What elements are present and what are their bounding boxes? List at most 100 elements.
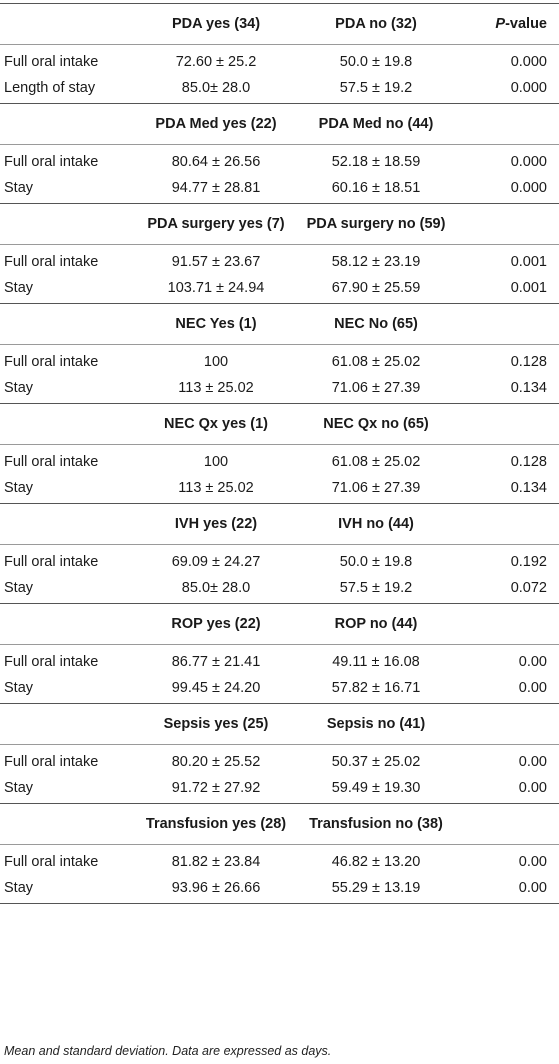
table-section: NEC Yes (1) NEC No (65) Full oral intake 10… xyxy=(0,304,559,404)
table-row: Full oral intake 80.20 ± 25.52 50.37 ± 25.… xyxy=(0,749,559,775)
table-row: Full oral intake 86.77 ± 21.41 49.11 ± 16.… xyxy=(0,649,559,675)
row-label: Full oral intake xyxy=(4,454,99,470)
header-divider xyxy=(0,144,559,145)
p-value: 0.134 xyxy=(510,380,547,396)
p-value: 0.000 xyxy=(510,80,547,96)
no-value: 58.12 ± 23.19 xyxy=(331,254,421,270)
group-no-header: PDA Med no (44) xyxy=(318,116,434,132)
group-no-header: PDA no (32) xyxy=(335,16,417,32)
table-row: Stay 113 ± 25.02 71.06 ± 27.39 0.134 xyxy=(0,375,559,401)
p-value: 0.000 xyxy=(510,54,547,70)
table-section: PDA surgery yes (7) PDA surgery no (59) Fu… xyxy=(0,204,559,304)
p-value-header-letter: P xyxy=(495,16,506,32)
section-data-block: Full oral intake 69.09 ± 24.27 50.0 ± 19.8… xyxy=(0,545,559,603)
yes-value: 99.45 ± 24.20 xyxy=(171,680,261,696)
no-value: 46.82 ± 13.20 xyxy=(331,854,421,870)
group-yes-header: PDA surgery yes (7) xyxy=(147,216,285,232)
table-section: IVH yes (22) IVH no (44) Full oral intake 6… xyxy=(0,504,559,604)
no-value: 57.82 ± 16.71 xyxy=(331,680,421,696)
row-label: Full oral intake xyxy=(4,654,99,670)
table-row: Full oral intake 91.57 ± 23.67 58.12 ± 23.… xyxy=(0,249,559,275)
section-data-block: Full oral intake 81.82 ± 23.84 46.82 ± 13.… xyxy=(0,845,559,903)
group-no-header: Transfusion no (38) xyxy=(309,816,443,832)
p-value-header: P-value xyxy=(456,11,559,37)
p-value: 0.00 xyxy=(518,780,547,796)
p-value: 0.001 xyxy=(510,254,547,270)
yes-value: 93.96 ± 26.66 xyxy=(171,880,261,896)
yes-value: 85.0± 28.0 xyxy=(181,80,251,96)
section-data-block: Full oral intake 80.20 ± 25.52 50.37 ± 25.… xyxy=(0,745,559,803)
table-row: Stay 94.77 ± 28.81 60.16 ± 18.51 0.000 xyxy=(0,175,559,201)
group-no-header: PDA surgery no (59) xyxy=(306,216,446,232)
yes-value: 100 xyxy=(203,454,229,470)
group-yes-header: PDA Med yes (22) xyxy=(155,116,277,132)
row-label: Stay xyxy=(4,380,34,396)
yes-value: 100 xyxy=(203,354,229,370)
table-row: Stay 113 ± 25.02 71.06 ± 27.39 0.134 xyxy=(0,475,559,501)
group-no-header: NEC No (65) xyxy=(334,316,418,332)
row-label: Stay xyxy=(4,680,34,696)
section-data-block: Full oral intake 86.77 ± 21.41 49.11 ± 16.… xyxy=(0,645,559,703)
no-value: 57.5 ± 19.2 xyxy=(339,580,413,596)
row-label: Full oral intake xyxy=(4,54,99,70)
row-label: Stay xyxy=(4,180,34,196)
section-data-block: Full oral intake 72.60 ± 25.2 50.0 ± 19.8 0… xyxy=(0,45,559,103)
table-row: Stay 103.71 ± 24.94 67.90 ± 25.59 0.001 xyxy=(0,275,559,301)
header-divider xyxy=(0,444,559,445)
section-header-row: Transfusion yes (28) Transfusion no (38) xyxy=(0,804,559,844)
results-table: PDA yes (34) PDA no (32) P-value Full oral … xyxy=(0,3,559,904)
row-label: Full oral intake xyxy=(4,354,99,370)
yes-value: 81.82 ± 23.84 xyxy=(171,854,261,870)
no-value: 52.18 ± 18.59 xyxy=(331,154,421,170)
section-data-block: Full oral intake 100 61.08 ± 25.02 0.128 Sta… xyxy=(0,445,559,503)
header-divider xyxy=(0,344,559,345)
group-no-header: NEC Qx no (65) xyxy=(323,416,429,432)
p-value: 0.001 xyxy=(510,280,547,296)
group-yes-header: NEC Qx yes (1) xyxy=(164,416,268,432)
p-value: 0.128 xyxy=(510,454,547,470)
yes-value: 69.09 ± 24.27 xyxy=(171,554,261,570)
table-section: Sepsis yes (25) Sepsis no (41) Full oral i… xyxy=(0,704,559,804)
table-footnote: Mean and standard deviation. Data are ex… xyxy=(4,1044,332,1058)
row-label: Full oral intake xyxy=(4,554,99,570)
group-yes-header: Transfusion yes (28) xyxy=(145,816,287,832)
group-yes-header: ROP yes (22) xyxy=(171,616,261,632)
section-header-row: PDA Med yes (22) PDA Med no (44) xyxy=(0,104,559,144)
table-row: Full oral intake 72.60 ± 25.2 50.0 ± 19.8 0… xyxy=(0,49,559,75)
p-value: 0.192 xyxy=(510,554,547,570)
section-header-row: IVH yes (22) IVH no (44) xyxy=(0,504,559,544)
no-value: 59.49 ± 19.30 xyxy=(331,780,421,796)
row-label: Stay xyxy=(4,780,34,796)
table-row: Full oral intake 69.09 ± 24.27 50.0 ± 19.8… xyxy=(0,549,559,575)
header-divider xyxy=(0,544,559,545)
section-data-block: Full oral intake 91.57 ± 23.67 58.12 ± 23.… xyxy=(0,245,559,303)
yes-value: 80.64 ± 26.56 xyxy=(171,154,261,170)
no-value: 61.08 ± 25.02 xyxy=(331,454,421,470)
no-value: 60.16 ± 18.51 xyxy=(331,180,421,196)
group-yes-header: PDA yes (34) xyxy=(171,16,261,32)
table-row: Stay 91.72 ± 27.92 59.49 ± 19.30 0.00 xyxy=(0,775,559,801)
table-row: Full oral intake 81.82 ± 23.84 46.82 ± 13.… xyxy=(0,849,559,875)
yes-value: 113 ± 25.02 xyxy=(178,380,254,396)
table-section: PDA Med yes (22) PDA Med no (44) Full oral… xyxy=(0,104,559,204)
section-header-row: PDA surgery yes (7) PDA surgery no (59) xyxy=(0,204,559,244)
header-divider xyxy=(0,44,559,45)
header-divider xyxy=(0,644,559,645)
no-value: 67.90 ± 25.59 xyxy=(331,280,421,296)
table-row: Stay 85.0± 28.0 57.5 ± 19.2 0.072 xyxy=(0,575,559,601)
table-row: Full oral intake 100 61.08 ± 25.02 0.128 xyxy=(0,449,559,475)
no-value: 50.0 ± 19.8 xyxy=(339,554,413,570)
table-row: Full oral intake 80.64 ± 26.56 52.18 ± 18.… xyxy=(0,149,559,175)
group-no-header: Sepsis no (41) xyxy=(326,716,426,732)
yes-value: 80.20 ± 25.52 xyxy=(171,754,261,770)
section-header-row: Sepsis yes (25) Sepsis no (41) xyxy=(0,704,559,744)
table-top-rule xyxy=(0,3,559,4)
yes-value: 91.57 ± 23.67 xyxy=(171,254,261,270)
no-value: 49.11 ± 16.08 xyxy=(332,654,420,670)
section-header-row: ROP yes (22) ROP no (44) xyxy=(0,604,559,644)
row-label: Full oral intake xyxy=(4,254,99,270)
p-value: 0.000 xyxy=(510,154,547,170)
section-header-row: PDA yes (34) PDA no (32) P-value xyxy=(0,4,559,44)
table-row: Stay 99.45 ± 24.20 57.82 ± 16.71 0.00 xyxy=(0,675,559,701)
row-label: Full oral intake xyxy=(4,754,99,770)
